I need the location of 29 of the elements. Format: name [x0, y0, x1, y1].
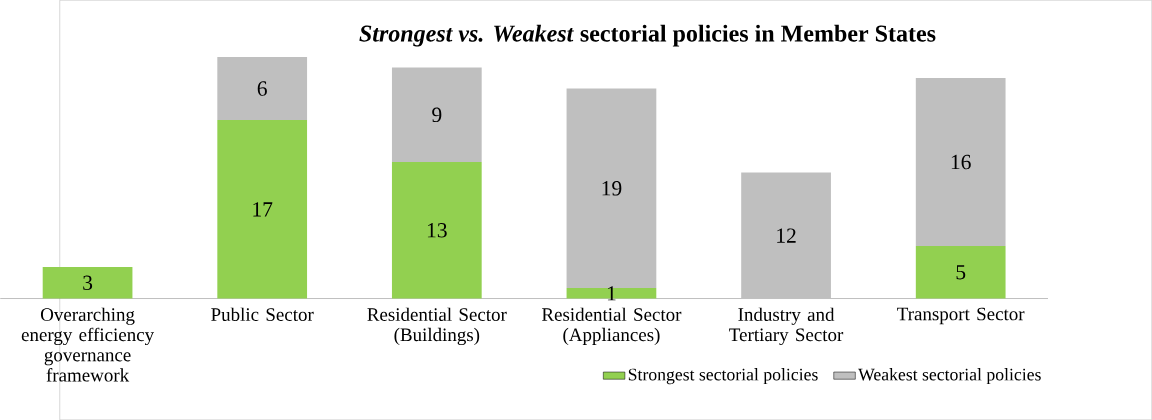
- data-label: 9: [432, 107, 442, 122]
- x-tick-label: Transport Sector: [897, 307, 1025, 325]
- data-label: 1: [607, 286, 616, 301]
- data-label: 12: [777, 228, 796, 243]
- bar: [42, 266, 133, 299]
- bar: [566, 287, 657, 299]
- data-label: 17: [253, 202, 273, 217]
- legend-label: Weakest sectorial policies: [858, 368, 1041, 385]
- data-label: 3: [83, 275, 93, 290]
- bar: [741, 172, 831, 299]
- data-label: 5: [956, 265, 966, 280]
- bar: [217, 120, 308, 299]
- x-tick-label: Overarching energy efficiency governance framework: [21, 307, 155, 382]
- chart-title: Strongest vs. Weakest sectorial policies in Member States: [359, 24, 936, 47]
- data-label: 13: [427, 223, 447, 238]
- legend-label: Strongest sectorial policies: [628, 368, 818, 385]
- data-label: 16: [951, 154, 971, 170]
- bar: [217, 57, 308, 121]
- x-tick-label: Residential Sector (Buildings): [367, 307, 507, 346]
- bar: [566, 88, 657, 288]
- data-label: 6: [257, 81, 267, 96]
- bar: [391, 162, 482, 299]
- x-tick-label: Public Sector: [211, 307, 314, 321]
- bar: [915, 78, 1006, 246]
- x-tick-label: Residential Sector (Appliances): [541, 307, 682, 345]
- x-tick-label: Industry and Tertiary Sector: [729, 307, 844, 346]
- bar: [915, 245, 1006, 299]
- bar: [391, 67, 482, 163]
- data-label: 19: [602, 181, 622, 196]
